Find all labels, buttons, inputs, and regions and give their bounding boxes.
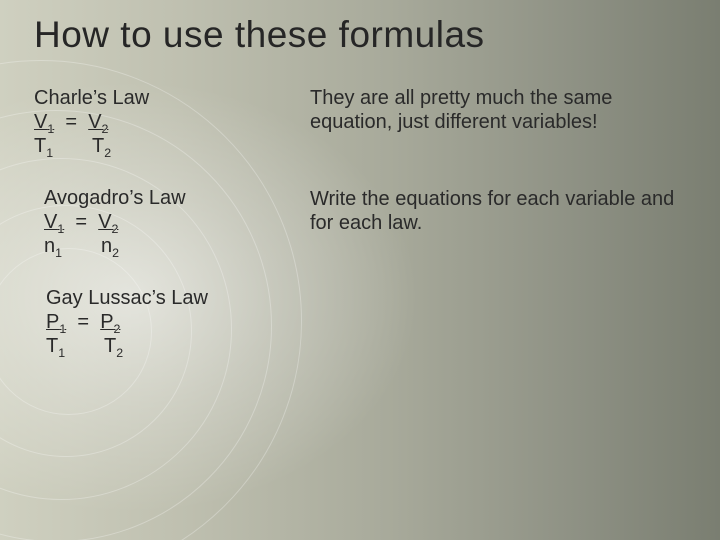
- law-equation-denominators: n1 n2: [44, 234, 314, 258]
- explanation-column: They are all pretty much the same equati…: [310, 86, 690, 288]
- law-equation-numerators: V1 = V2: [44, 210, 314, 234]
- law-block-charles: Charle’s Law V1 = V2 T1 T2: [34, 86, 314, 158]
- law-equation-numerators: P1 = P2: [46, 310, 314, 334]
- law-block-gaylussac: Gay Lussac’s Law P1 = P2 T1 T2: [46, 286, 314, 358]
- explanation-paragraph-1: They are all pretty much the same equati…: [310, 86, 690, 135]
- law-equation-denominators: T1 T2: [34, 134, 314, 158]
- laws-column: Charle’s Law V1 = V2 T1 T2 Avogadro’s La…: [34, 86, 314, 386]
- law-equation-denominators: T1 T2: [46, 334, 314, 358]
- law-block-avogadro: Avogadro’s Law V1 = V2 n1 n2: [44, 186, 314, 258]
- explanation-paragraph-2: Write the equations for each variable an…: [310, 187, 690, 236]
- law-name: Gay Lussac’s Law: [46, 286, 314, 310]
- slide-title: How to use these formulas: [34, 14, 700, 56]
- law-name: Avogadro’s Law: [44, 186, 314, 210]
- law-name: Charle’s Law: [34, 86, 314, 110]
- law-equation-numerators: V1 = V2: [34, 110, 314, 134]
- slide: How to use these formulas Charle’s Law V…: [0, 0, 720, 540]
